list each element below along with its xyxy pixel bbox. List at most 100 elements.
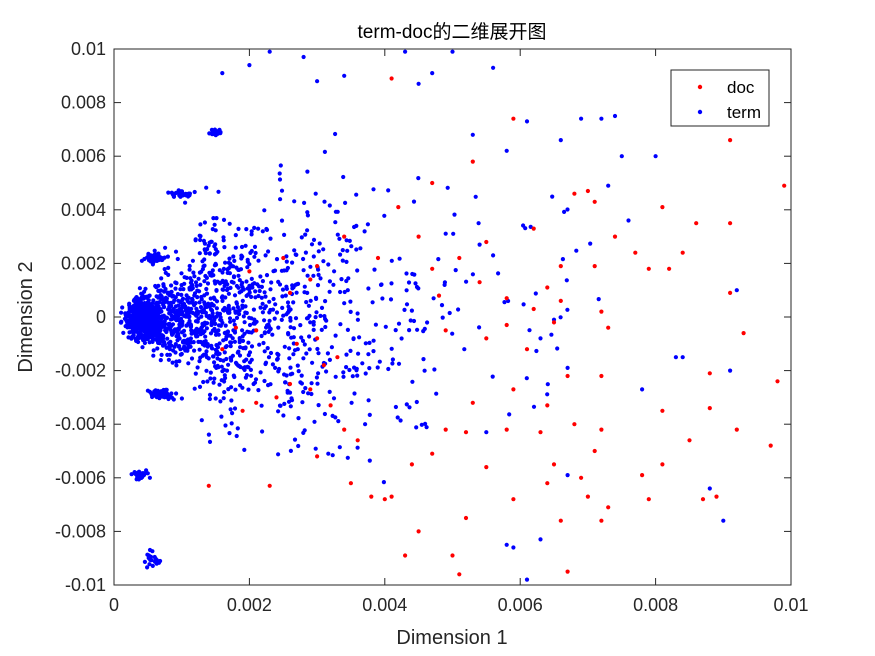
term-point: [214, 314, 219, 319]
term-point: [223, 323, 228, 328]
term-point: [549, 332, 554, 337]
term-point: [136, 477, 141, 482]
doc-point: [470, 159, 475, 164]
term-point: [357, 335, 362, 340]
term-point: [221, 396, 226, 401]
term-point: [169, 331, 175, 336]
term-point: [183, 308, 188, 313]
term-point: [140, 345, 145, 350]
term-point: [389, 346, 394, 351]
term-point: [221, 217, 227, 222]
term-point: [202, 279, 207, 284]
term-point: [195, 288, 200, 293]
term-point: [422, 368, 427, 373]
term-point: [138, 318, 143, 323]
term-point: [247, 262, 252, 267]
term-point: [142, 311, 147, 316]
term-point: [187, 263, 192, 269]
term-point: [142, 316, 147, 322]
term-point: [307, 334, 312, 339]
term-point: [211, 130, 216, 135]
term-point: [240, 280, 245, 285]
term-point: [253, 250, 258, 256]
term-point: [290, 260, 295, 265]
term-point: [119, 310, 124, 315]
term-point: [190, 329, 195, 334]
term-point: [565, 365, 570, 370]
term-point: [265, 346, 270, 351]
term-point: [545, 392, 550, 397]
doc-point: [294, 341, 299, 346]
term-point: [393, 404, 398, 410]
term-point: [163, 299, 168, 304]
term-point: [323, 324, 328, 330]
term-point: [147, 547, 153, 553]
term-point: [523, 226, 528, 231]
term-point: [214, 288, 219, 293]
term-point: [170, 192, 175, 197]
doc-point: [599, 427, 604, 432]
term-point: [169, 300, 174, 305]
doc-point: [660, 205, 665, 210]
term-point: [564, 278, 569, 283]
term-point: [263, 294, 268, 299]
term-point: [175, 256, 180, 262]
term-point: [380, 296, 385, 301]
term-point: [185, 345, 191, 350]
term-point: [174, 359, 179, 364]
term-point: [318, 313, 323, 318]
term-point: [496, 271, 501, 276]
term-point: [389, 281, 394, 286]
term-point: [159, 257, 164, 262]
term-point: [188, 300, 194, 305]
term-point: [339, 277, 344, 282]
term-point: [316, 371, 321, 376]
term-point: [473, 194, 478, 199]
term-point: [209, 346, 215, 351]
term-point: [176, 303, 181, 308]
term-point: [134, 327, 139, 332]
term-point: [203, 339, 208, 344]
term-point: [240, 285, 245, 290]
term-point: [286, 304, 291, 309]
term-point: [247, 63, 252, 68]
term-point: [326, 262, 331, 267]
term-point: [377, 359, 382, 364]
term-point: [734, 288, 739, 293]
term-point: [238, 383, 243, 388]
term-point: [337, 445, 342, 450]
term-point: [436, 257, 441, 262]
term-point: [524, 119, 530, 124]
term-point: [266, 249, 271, 254]
term-point: [484, 430, 489, 435]
term-point: [333, 374, 338, 379]
term-point: [237, 308, 242, 313]
doc-point: [734, 427, 739, 432]
term-point: [242, 320, 247, 325]
term-point: [319, 305, 325, 310]
term-point: [280, 287, 286, 292]
doc-point: [680, 250, 685, 255]
term-point: [276, 369, 281, 374]
term-point: [191, 270, 196, 275]
term-point: [154, 294, 159, 299]
doc-point: [714, 494, 719, 499]
term-point: [195, 365, 200, 370]
term-point: [562, 209, 567, 214]
doc-point: [606, 325, 611, 330]
term-point: [241, 314, 246, 319]
term-point: [271, 296, 276, 302]
term-point: [162, 267, 167, 272]
term-point: [260, 429, 265, 434]
y-axis-title: Dimension 2: [15, 261, 37, 372]
term-point: [194, 334, 199, 339]
term-point: [204, 291, 210, 296]
term-point: [208, 296, 213, 301]
term-point: [131, 312, 136, 317]
term-point: [256, 258, 261, 263]
term-point: [226, 291, 231, 296]
term-point: [340, 248, 345, 253]
term-point: [390, 361, 395, 366]
term-point: [237, 353, 243, 358]
term-point: [266, 329, 271, 334]
